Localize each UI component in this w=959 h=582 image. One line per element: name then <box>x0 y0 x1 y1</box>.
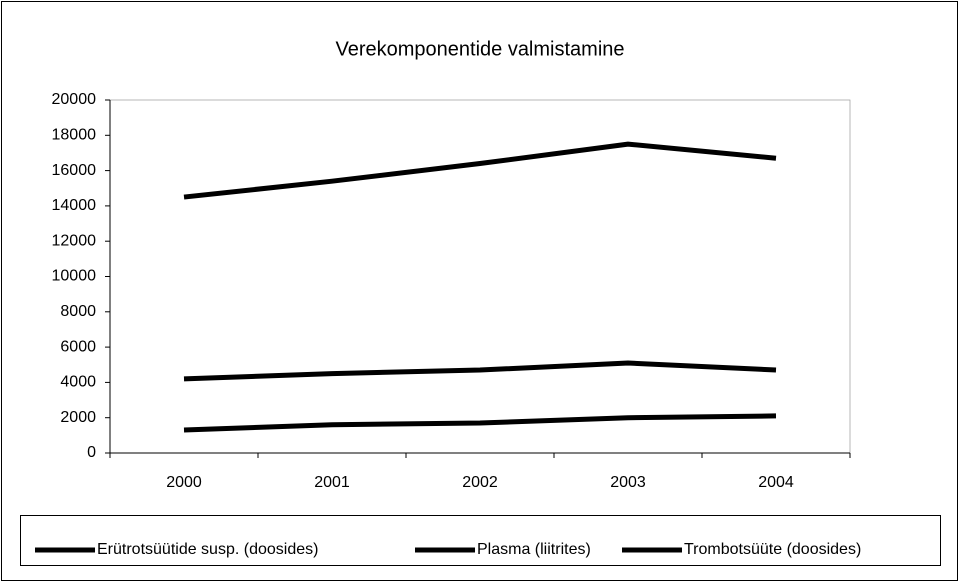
y-tick-label: 4000 <box>60 374 96 391</box>
series-line <box>183 141 777 200</box>
y-tick-label: 10000 <box>52 268 97 285</box>
y-tick-label: 20000 <box>52 91 97 108</box>
x-tick-label: 2000 <box>166 474 202 491</box>
chart-title: Verekomponentide valmistamine <box>335 38 624 60</box>
y-tick-label: 12000 <box>52 232 97 249</box>
legend-label: Trombotsüüte (doosides) <box>684 541 861 558</box>
x-tick-label: 2001 <box>314 474 350 491</box>
y-tick-label: 2000 <box>60 409 96 426</box>
legend-box <box>20 515 941 566</box>
x-tick-label: 2002 <box>462 474 498 491</box>
x-tick-label: 2003 <box>610 474 646 491</box>
legend-label: Erütrotsüütide susp. (doosides) <box>97 541 318 558</box>
x-tick-label: 2004 <box>758 474 794 491</box>
legend-label: Plasma (liitrites) <box>477 541 591 558</box>
y-tick-label: 14000 <box>52 197 97 214</box>
series-line <box>183 360 777 382</box>
series-line <box>183 413 777 433</box>
y-tick-label: 8000 <box>60 303 96 320</box>
y-tick-label: 0 <box>87 444 96 461</box>
y-tick-label: 6000 <box>60 338 96 355</box>
y-tick-label: 18000 <box>52 127 97 144</box>
y-tick-label: 16000 <box>52 162 97 179</box>
